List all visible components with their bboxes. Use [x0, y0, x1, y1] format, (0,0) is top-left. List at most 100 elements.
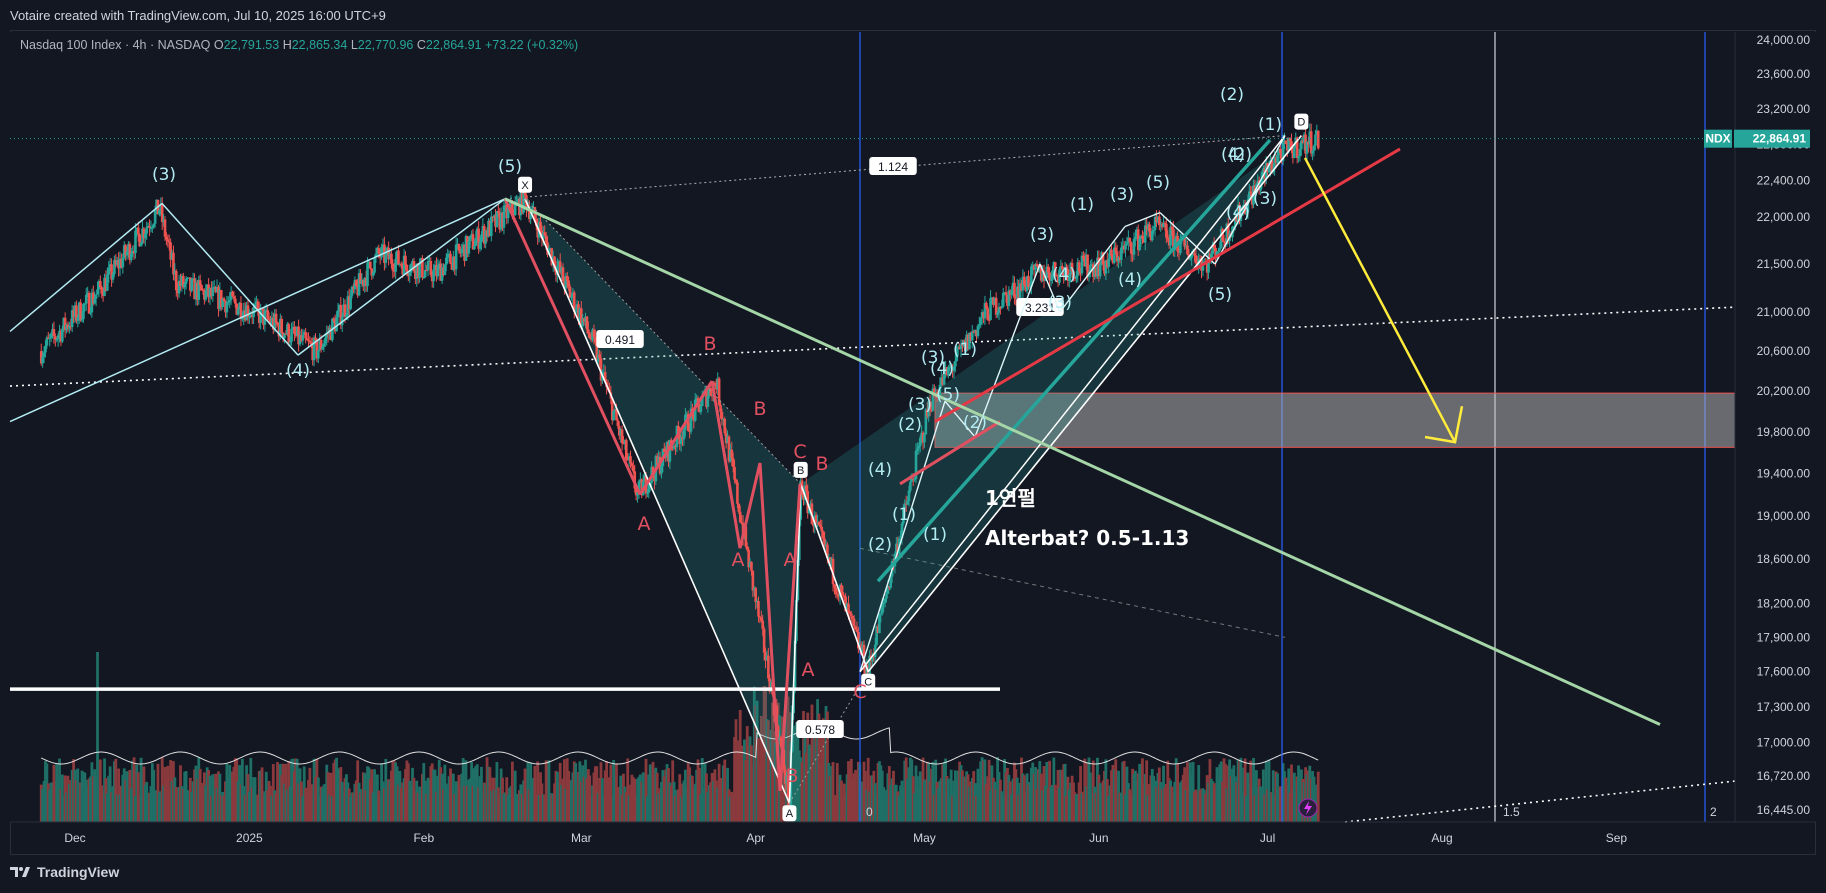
candle-body: [93, 298, 96, 304]
candle-body: [639, 479, 642, 482]
candle-body: [1006, 294, 1009, 307]
volume-bar: [1260, 795, 1264, 822]
volume-bar: [579, 781, 583, 822]
candle-body: [115, 260, 119, 265]
volume-bar: [826, 711, 829, 822]
candle-body: [1214, 247, 1217, 259]
volume-bar: [475, 764, 479, 822]
volume-bar: [1135, 779, 1139, 822]
volume-bar: [855, 794, 859, 822]
candle-body: [588, 333, 592, 339]
volume-bar: [602, 795, 606, 822]
candle-body: [373, 257, 376, 273]
candle-body: [148, 225, 151, 229]
volume-bar: [153, 790, 157, 822]
volume-bar: [1212, 783, 1216, 822]
ratio-tag-bg: [1016, 298, 1064, 316]
volume-bar: [638, 774, 642, 822]
candle-body: [947, 367, 950, 375]
candle-body: [1148, 224, 1151, 232]
candle-body: [475, 228, 479, 239]
wave-label-teal: (2): [898, 415, 922, 435]
candle-body: [307, 340, 310, 342]
candle-body: [1056, 275, 1060, 283]
volume-bar: [235, 758, 239, 822]
volume-bar: [1048, 760, 1052, 822]
candle-body: [304, 332, 307, 339]
volume-bar: [575, 789, 579, 822]
candle-body: [1098, 264, 1102, 276]
volume-bar: [529, 762, 533, 822]
volume-bar: [277, 765, 281, 822]
candle-body: [1089, 264, 1092, 273]
volume-bar: [1304, 767, 1307, 822]
tradingview-footer[interactable]: TradingView: [10, 864, 119, 880]
candle-body: [224, 301, 227, 313]
candle-body: [963, 340, 967, 352]
volume-bar: [1167, 778, 1171, 822]
volume-bar: [907, 767, 911, 822]
volume-bar: [162, 785, 166, 822]
volume-bar: [39, 784, 43, 822]
volume-bar: [399, 788, 403, 822]
volume-bar: [906, 778, 909, 822]
candle-body: [201, 289, 205, 291]
volume-bar: [79, 782, 83, 822]
volume-bar: [135, 764, 139, 822]
candle-body: [1301, 140, 1305, 143]
volume-bar: [1142, 784, 1146, 822]
volume-bar: [484, 783, 488, 822]
volume-bar: [1288, 792, 1292, 822]
candle-body: [1084, 254, 1088, 267]
candle-body: [205, 284, 209, 291]
volume-bar: [136, 772, 140, 822]
volume-bar: [630, 774, 634, 822]
volume-bar: [1194, 789, 1198, 822]
volume-bar: [880, 770, 884, 822]
candle-body: [466, 236, 469, 254]
candle-body: [1167, 239, 1171, 246]
volume-bar: [530, 777, 534, 822]
volume-bar: [1305, 774, 1309, 822]
candle-body: [392, 270, 396, 272]
volume-bar: [1119, 792, 1123, 822]
volume-bar: [437, 759, 441, 822]
candle-body: [436, 265, 440, 277]
volume-bar: [340, 781, 344, 822]
volume-bar: [419, 795, 423, 822]
candle-body: [518, 198, 521, 216]
candle-body: [1245, 212, 1248, 214]
candle-body: [1113, 247, 1116, 263]
candle-body: [401, 265, 404, 275]
wave-label-teal: (1): [1258, 115, 1282, 135]
volume-bar: [343, 777, 347, 822]
candle-body: [657, 456, 660, 465]
volume-bar: [371, 792, 375, 822]
volume-bar: [750, 745, 753, 822]
candle-body: [155, 199, 158, 211]
volume-ma-line: [40, 726, 1319, 765]
volume-bar: [703, 762, 707, 822]
volume-bar: [307, 779, 310, 822]
volume-bar: [453, 794, 457, 822]
volume-bar: [775, 713, 779, 822]
candle-body: [1079, 271, 1082, 274]
candle-body: [506, 207, 510, 219]
candle-body: [314, 337, 317, 340]
candle-body: [1170, 226, 1174, 230]
candle-body: [194, 282, 198, 300]
candle-body: [1288, 138, 1292, 142]
candle-body: [277, 324, 281, 337]
candle-body: [257, 308, 261, 323]
volume-bar: [191, 781, 195, 822]
candle-body: [135, 227, 139, 231]
annotation-text-2: Alterbat? 0.5-1.13: [985, 526, 1189, 550]
candle-body: [45, 337, 49, 346]
candle-body: [70, 310, 74, 327]
candle-body: [214, 287, 217, 293]
candle-body: [1172, 229, 1175, 250]
volume-bar: [318, 795, 322, 822]
candle-body: [1291, 150, 1295, 159]
candle-body: [578, 308, 582, 321]
